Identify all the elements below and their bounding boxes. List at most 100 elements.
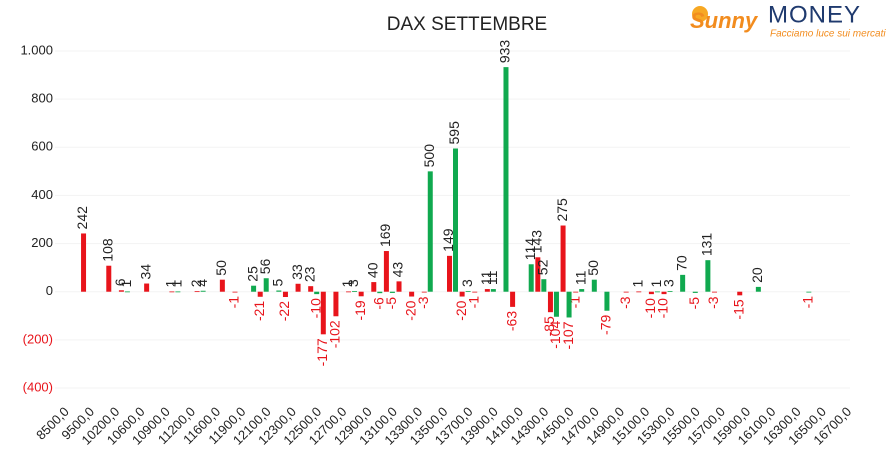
data-label: 20 bbox=[749, 267, 765, 283]
bar bbox=[219, 279, 225, 292]
bar bbox=[484, 289, 490, 292]
data-label: 1 bbox=[163, 279, 179, 287]
data-label: 131 bbox=[699, 233, 715, 257]
bar bbox=[409, 291, 415, 297]
bar bbox=[528, 264, 534, 292]
bar bbox=[427, 171, 433, 292]
y-tick-label: 0 bbox=[46, 283, 53, 298]
bar bbox=[591, 279, 597, 292]
data-label: 33 bbox=[289, 264, 305, 280]
bar bbox=[459, 291, 465, 297]
data-label: 1 bbox=[118, 279, 134, 287]
data-label: -3 bbox=[617, 296, 633, 309]
data-label: 56 bbox=[257, 258, 273, 274]
logo-sun bbox=[692, 6, 708, 22]
data-label: 23 bbox=[301, 266, 317, 282]
data-label: -15 bbox=[730, 299, 746, 319]
bar bbox=[667, 290, 673, 292]
bar bbox=[371, 282, 377, 292]
bar bbox=[648, 291, 654, 295]
y-tick-label: 800 bbox=[31, 91, 53, 106]
bar bbox=[81, 233, 87, 292]
y-tick-label: (400) bbox=[23, 379, 53, 394]
data-label: 169 bbox=[377, 223, 393, 247]
bar bbox=[295, 283, 301, 292]
data-label: 11 bbox=[484, 270, 500, 285]
data-label: -79 bbox=[598, 315, 614, 335]
data-label: -1 bbox=[465, 296, 481, 309]
data-label: 2 bbox=[188, 279, 204, 287]
bar bbox=[737, 291, 743, 296]
logo-name2: MONEY bbox=[768, 1, 861, 28]
data-label: 4 bbox=[194, 279, 210, 287]
bar bbox=[806, 291, 812, 293]
chart-title: DAX SETTEMBRE bbox=[387, 14, 547, 35]
logo-name: Sunny bbox=[690, 8, 759, 33]
bar bbox=[383, 251, 389, 292]
y-tick-label: 600 bbox=[31, 139, 53, 154]
data-label: -3 bbox=[705, 296, 721, 309]
bar bbox=[560, 225, 566, 292]
y-tick-label: 1.000 bbox=[20, 42, 53, 57]
data-label: -19 bbox=[352, 300, 368, 320]
bar bbox=[490, 289, 496, 292]
data-label: -1 bbox=[800, 296, 816, 309]
data-label: -20 bbox=[453, 300, 469, 320]
data-label: 6 bbox=[112, 278, 128, 286]
data-label: 275 bbox=[554, 198, 570, 222]
bar bbox=[194, 291, 200, 293]
data-label: -5 bbox=[686, 297, 702, 310]
data-label: 114 bbox=[522, 238, 538, 261]
bar bbox=[661, 291, 667, 295]
data-label: -6 bbox=[370, 297, 386, 310]
data-label: 34 bbox=[137, 264, 153, 280]
data-label: 25 bbox=[244, 266, 260, 282]
bar bbox=[200, 290, 206, 292]
data-label: 5 bbox=[270, 279, 286, 287]
data-label: 1 bbox=[169, 279, 185, 287]
bar bbox=[623, 291, 629, 293]
data-label: -63 bbox=[503, 311, 519, 331]
data-label: -177 bbox=[314, 338, 330, 366]
bar bbox=[333, 291, 339, 317]
bar bbox=[541, 279, 547, 292]
bar bbox=[510, 291, 516, 307]
bar bbox=[712, 291, 717, 293]
bar bbox=[755, 286, 761, 292]
bar bbox=[169, 291, 175, 293]
bar bbox=[604, 291, 610, 311]
data-label: -10 bbox=[655, 298, 671, 318]
data-label: -104 bbox=[547, 321, 563, 349]
data-label: -3 bbox=[415, 296, 431, 309]
data-label: -10 bbox=[642, 298, 658, 318]
data-label: -1 bbox=[226, 296, 242, 309]
bar bbox=[535, 257, 541, 292]
bar bbox=[503, 67, 509, 292]
bar bbox=[352, 290, 358, 292]
data-label: 11 bbox=[572, 270, 588, 285]
bar bbox=[566, 291, 572, 318]
bar bbox=[447, 255, 452, 292]
bar bbox=[472, 291, 478, 293]
data-label: 595 bbox=[446, 121, 462, 145]
bar bbox=[282, 291, 288, 298]
data-label: 3 bbox=[345, 279, 361, 287]
data-label: 1 bbox=[629, 279, 645, 287]
data-label: -107 bbox=[560, 321, 576, 349]
bar bbox=[251, 285, 257, 292]
bar bbox=[465, 290, 471, 292]
bar bbox=[654, 291, 660, 293]
data-label: 43 bbox=[390, 262, 406, 278]
data-label: 933 bbox=[497, 40, 513, 64]
y-tick-label: 200 bbox=[31, 235, 53, 250]
bar bbox=[175, 291, 181, 293]
data-label: 50 bbox=[213, 260, 229, 276]
data-label: -20 bbox=[402, 300, 418, 320]
bar bbox=[421, 291, 427, 293]
data-label: 143 bbox=[529, 230, 545, 254]
bar bbox=[346, 291, 352, 293]
bar bbox=[705, 260, 711, 292]
bar bbox=[396, 281, 402, 292]
bar bbox=[389, 291, 395, 293]
bar bbox=[276, 290, 282, 292]
